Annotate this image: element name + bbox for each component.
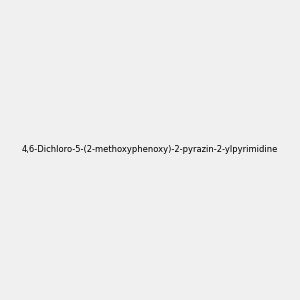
Text: 4,6-Dichloro-5-(2-methoxyphenoxy)-2-pyrazin-2-ylpyrimidine: 4,6-Dichloro-5-(2-methoxyphenoxy)-2-pyra… [22, 146, 278, 154]
